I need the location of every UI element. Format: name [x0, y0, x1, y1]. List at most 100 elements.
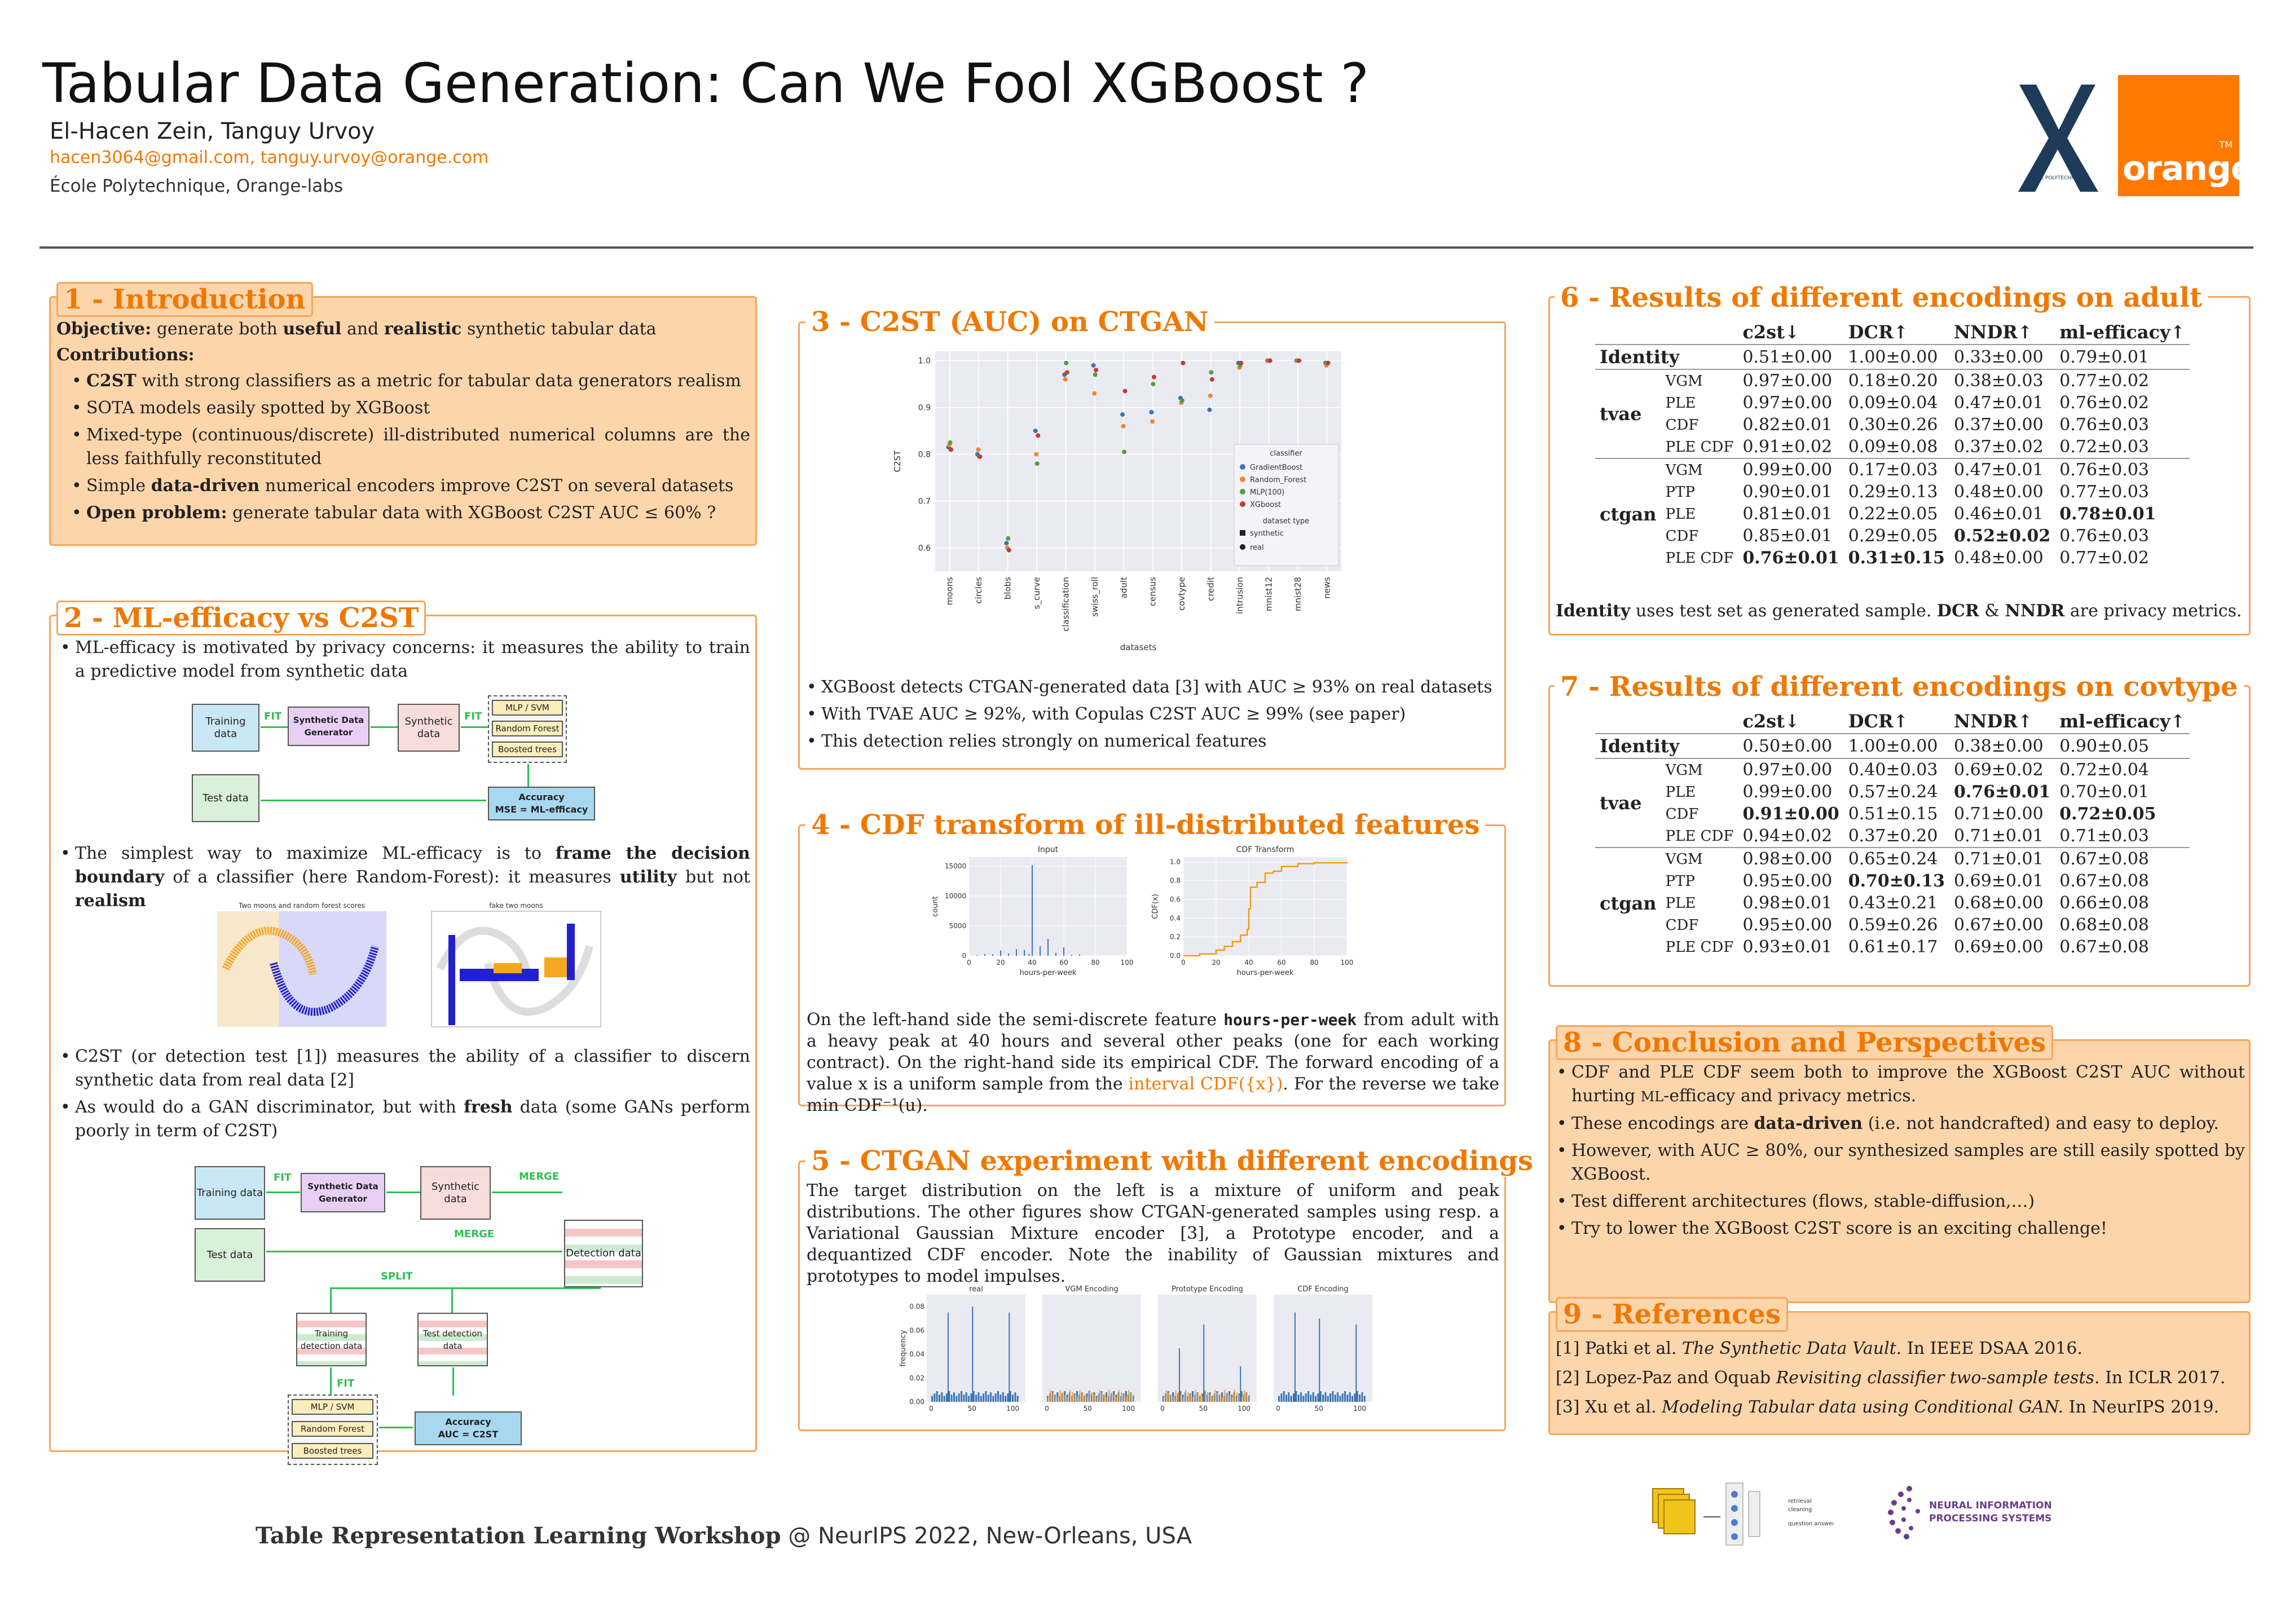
table-cell: 0.68±0.08 [2059, 915, 2150, 935]
table-cell: 0.29±0.13 [1848, 482, 1938, 502]
data-point [1207, 407, 1212, 412]
bar [1059, 1389, 1061, 1402]
column-header: c2st↓ [1738, 320, 1844, 345]
bar [1012, 1394, 1014, 1402]
bar [1302, 1396, 1305, 1402]
list-item: The simplest way to maximize ML-efficacy… [59, 842, 750, 913]
bar [1288, 1392, 1290, 1402]
bar [1239, 1394, 1240, 1402]
x-tick-label: news [1322, 577, 1332, 599]
bar [1079, 954, 1080, 956]
table-row: Identity 0.51±0.00 1.00±0.00 0.33±0.00 0.79±… [1595, 345, 2190, 369]
panel-title: real [969, 1285, 983, 1294]
legend-marker [1240, 489, 1245, 495]
bar [1032, 864, 1033, 956]
results-table-adult: c2st↓ DCR↑ NNDR↑ ml-efficacy↑ Identity 0.51±0… [1595, 320, 2190, 569]
authors: El-Hacen Zein, Tanguy Urvoy [50, 118, 375, 144]
bt-box: Boosted trees [292, 1443, 373, 1459]
column-header: c2st↓ [1738, 709, 1844, 734]
bar [970, 1393, 972, 1402]
bar [1231, 1397, 1233, 1402]
bar [1002, 1392, 1004, 1402]
generator-box: Synthetic Data Generator [288, 707, 369, 746]
x-tick-label: 100 [1121, 959, 1134, 967]
list-item: However, with AUC ≥ 80%, our synthesized… [1556, 1139, 2245, 1186]
bar [1219, 1394, 1221, 1402]
column-header [1661, 320, 1738, 345]
c2st-list: C2ST (or detection test [1]) measures th… [59, 1045, 750, 1143]
group-label: tvae [1595, 758, 1661, 848]
table-cell: 0.30±0.26 [1848, 415, 1938, 435]
svg-text:PROCESSING SYSTEMS: PROCESSING SYSTEMS [1929, 1513, 2051, 1524]
data-point [1267, 358, 1273, 363]
bar [1240, 1391, 1243, 1402]
list-item: C2ST (or detection test [1]) measures th… [59, 1045, 750, 1092]
svg-text:cleaning: cleaning [1788, 1507, 1812, 1513]
bar [1168, 1392, 1169, 1402]
y-tick-label: 1.0 [918, 357, 931, 366]
data-point [1092, 391, 1097, 396]
column-header: DCR↑ [1843, 709, 1949, 734]
table-row: PLE CDF 0.91±0.02 0.09±0.08 0.37±0.02 0.72±0… [1595, 436, 2190, 458]
table-cell: 0.71±0.01 [1949, 847, 2055, 870]
emails[interactable]: hacen3064@gmail.com, tanguy.urvoy@orange… [50, 148, 489, 167]
list-item: Test different architectures (flows, sta… [1556, 1190, 2245, 1213]
results-table-covtype: c2st↓ DCR↑ NNDR↑ ml-efficacy↑ Identity 0.50±0… [1595, 709, 2190, 958]
bar [978, 1392, 980, 1402]
data-point [1149, 409, 1154, 414]
bar [1327, 1396, 1329, 1402]
encoder-label: VGM [1661, 458, 1738, 481]
bar [1305, 1393, 1307, 1402]
x-tick-label: intrusion [1235, 577, 1245, 614]
orange-logo: orange TM [2118, 75, 2254, 196]
table-cell: 0.67±0.08 [2059, 937, 2150, 957]
bar [1178, 1392, 1179, 1402]
table-cell: 0.37±0.00 [1954, 415, 2044, 435]
x-tick-label: 0 [1160, 1405, 1165, 1413]
group-label: ctgan [1595, 847, 1661, 958]
bar [1121, 1392, 1122, 1402]
data-point [1036, 433, 1041, 438]
bar [1224, 1389, 1226, 1402]
bar [1185, 1389, 1187, 1402]
y-tick-label: 0.0 [1170, 952, 1181, 960]
data-point [1239, 360, 1244, 365]
table-cell: 0.17±0.03 [1843, 458, 1949, 481]
table-cell: 0.70±0.01 [2059, 782, 2150, 802]
table-cell: 0.38±0.03 [1949, 369, 2055, 392]
bar [1056, 1392, 1059, 1402]
peak-bar [1240, 1366, 1241, 1402]
y-tick-label: 0.8 [918, 451, 931, 460]
column-header [1661, 709, 1738, 734]
table-row: Identity 0.50±0.00 1.00±0.00 0.38±0.00 0.90±… [1595, 734, 2190, 758]
table-cell: 0.71±0.01 [1954, 826, 2044, 846]
table-cell: 0.98±0.00 [1738, 847, 1844, 870]
bar [968, 1396, 970, 1402]
synthetic-data-box: Synthetic data [420, 1166, 491, 1220]
c2st-scatter-chart: 0.6 0.7 0.8 0.9 1.0 moons circles blobs s_curve c… [892, 351, 1341, 652]
plot-area [1274, 1295, 1372, 1402]
encoder-label: CDF [1665, 916, 1699, 934]
data-point [1121, 423, 1126, 429]
y-axis-label: frequency [899, 1330, 908, 1367]
bar [1226, 1392, 1228, 1402]
x-axis-label: hours-per-week [1237, 969, 1294, 977]
list-item: As would do a GAN discriminator, but wit… [59, 1096, 750, 1143]
encoder-label: PLE CDF [1665, 549, 1734, 567]
table-cell: 0.51±0.15 [1848, 804, 1938, 824]
poster-title: Tabular Data Generation: Can We Fool XGB… [42, 52, 1370, 115]
encoder-label: PLE [1665, 505, 1696, 523]
x-tick-label: 50 [1315, 1405, 1323, 1413]
table-cell: 0.61±0.17 [1848, 937, 1938, 957]
list-item: XGBoost detects CTGAN-generated data [3]… [805, 676, 1499, 699]
table-row: PLE 0.99±0.00 0.57±0.24 0.76±0.01 0.70±0.01 [1595, 781, 2190, 803]
group-label: tvae [1595, 369, 1661, 458]
bar [1341, 1393, 1344, 1402]
bar [1116, 1397, 1117, 1402]
bar [943, 1396, 945, 1402]
list-item: Simple data-driven numerical encoders im… [71, 474, 750, 498]
rf-box: Random Forest [492, 721, 563, 736]
bar [990, 1392, 992, 1402]
bar [1052, 1392, 1054, 1402]
bar [1106, 1392, 1108, 1402]
